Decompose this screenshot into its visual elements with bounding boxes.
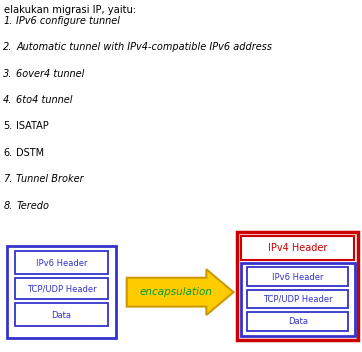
Text: Automatic tunnel with IPv4-compatible IPv6 address: Automatic tunnel with IPv4-compatible IP… <box>16 42 272 52</box>
Text: Data: Data <box>51 310 72 320</box>
Bar <box>15 251 108 274</box>
Text: IPv6 Header: IPv6 Header <box>272 272 324 282</box>
Bar <box>247 312 348 331</box>
Text: 6to4 tunnel: 6to4 tunnel <box>16 95 73 105</box>
Text: Tunnel Broker: Tunnel Broker <box>16 174 84 184</box>
Bar <box>237 232 358 340</box>
Text: 2.: 2. <box>3 42 13 52</box>
Text: IPv6 Header: IPv6 Header <box>36 259 87 268</box>
Bar <box>241 236 354 260</box>
Text: 8.: 8. <box>3 201 13 210</box>
Bar <box>15 303 108 326</box>
Text: 5.: 5. <box>3 121 13 131</box>
Text: 6.: 6. <box>4 148 13 158</box>
Text: 4.: 4. <box>3 95 13 105</box>
Text: 1.: 1. <box>3 16 13 26</box>
Text: 7.: 7. <box>3 174 13 184</box>
Text: Teredo: Teredo <box>16 201 49 210</box>
Text: Data: Data <box>288 317 308 326</box>
Text: TCP/UDP Header: TCP/UDP Header <box>27 285 96 294</box>
Text: IPv4 Header: IPv4 Header <box>268 243 328 253</box>
Text: encapsulation: encapsulation <box>140 287 213 297</box>
Text: ISATAP: ISATAP <box>16 121 49 131</box>
Polygon shape <box>127 269 233 315</box>
Bar <box>247 290 348 308</box>
Text: 3.: 3. <box>3 69 13 78</box>
Text: TCP/UDP Header: TCP/UDP Header <box>263 295 333 304</box>
Bar <box>247 267 348 286</box>
Bar <box>7 246 116 338</box>
Text: IPv6 configure tunnel: IPv6 configure tunnel <box>16 16 120 26</box>
Bar <box>15 278 108 299</box>
Bar <box>241 263 355 336</box>
Text: DSTM: DSTM <box>16 148 45 158</box>
Text: 6over4 tunnel: 6over4 tunnel <box>16 69 85 78</box>
Text: elakukan migrasi IP, yaitu:: elakukan migrasi IP, yaitu: <box>4 5 136 15</box>
